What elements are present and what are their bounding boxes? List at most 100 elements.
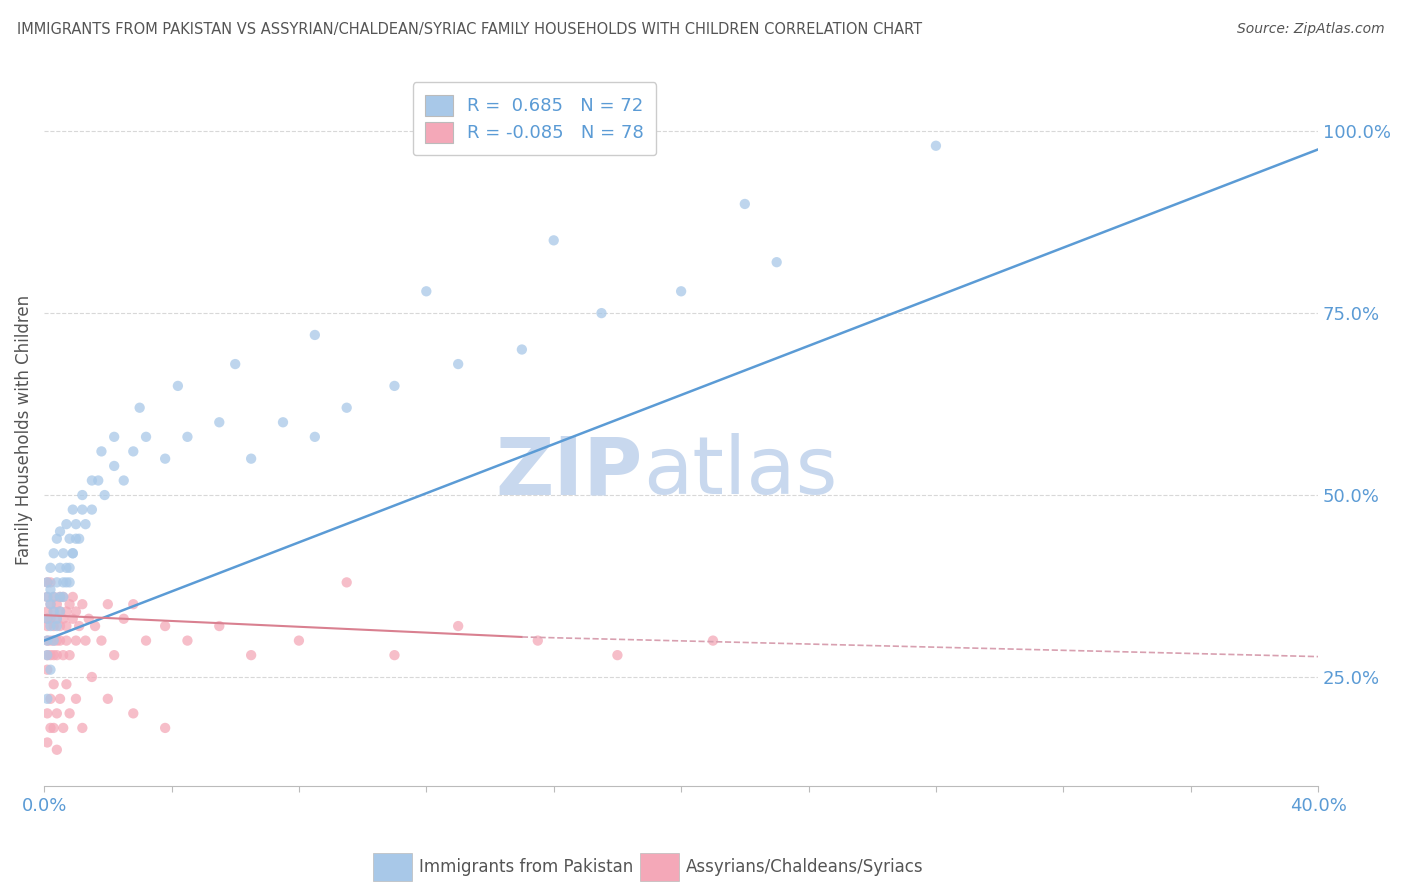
Point	[336, 401, 359, 415]
Point	[62, 590, 84, 604]
Point	[39, 721, 62, 735]
Point	[37, 612, 59, 626]
Point	[65, 517, 87, 532]
Y-axis label: Family Households with Children: Family Households with Children	[15, 294, 32, 565]
Point	[49, 561, 72, 575]
Point	[77, 612, 100, 626]
Point	[49, 619, 72, 633]
Point	[67, 619, 90, 633]
Point	[52, 575, 75, 590]
Point	[97, 597, 120, 611]
Point	[52, 546, 75, 560]
Point	[87, 474, 110, 488]
Point	[37, 633, 59, 648]
Point	[288, 633, 311, 648]
Point	[39, 633, 62, 648]
Point	[65, 633, 87, 648]
Point	[72, 721, 94, 735]
Point	[447, 357, 470, 371]
Point	[42, 619, 65, 633]
Text: IMMIGRANTS FROM PAKISTAN VS ASSYRIAN/CHALDEAN/SYRIAC FAMILY HOUSEHOLDS WITH CHIL: IMMIGRANTS FROM PAKISTAN VS ASSYRIAN/CHA…	[17, 22, 922, 37]
Point	[39, 619, 62, 633]
Point	[52, 590, 75, 604]
Point	[42, 633, 65, 648]
Point	[52, 612, 75, 626]
Point	[39, 648, 62, 662]
Point	[37, 706, 59, 721]
Point	[72, 502, 94, 516]
Point	[39, 663, 62, 677]
Point	[103, 648, 125, 662]
Point	[135, 430, 157, 444]
Point	[37, 590, 59, 604]
Text: ZIP: ZIP	[496, 434, 643, 511]
Text: Assyrians/Chaldeans/Syriacs: Assyrians/Chaldeans/Syriacs	[686, 858, 924, 876]
Point	[80, 474, 103, 488]
Text: atlas: atlas	[643, 434, 838, 511]
Point	[37, 648, 59, 662]
Point	[176, 430, 198, 444]
Point	[80, 502, 103, 516]
Text: Immigrants from Pakistan: Immigrants from Pakistan	[419, 858, 633, 876]
Point	[39, 597, 62, 611]
Point	[72, 488, 94, 502]
Point	[135, 633, 157, 648]
Point	[42, 590, 65, 604]
Point	[122, 706, 145, 721]
Point	[37, 735, 59, 749]
Point	[49, 691, 72, 706]
Point	[62, 502, 84, 516]
Point	[153, 721, 176, 735]
Point	[55, 633, 77, 648]
Point	[45, 706, 67, 721]
Point	[80, 670, 103, 684]
Point	[122, 444, 145, 458]
Point	[58, 648, 80, 662]
Point	[65, 691, 87, 706]
Point	[39, 575, 62, 590]
Point	[37, 612, 59, 626]
Point	[415, 285, 437, 299]
Point	[37, 663, 59, 677]
Point	[103, 458, 125, 473]
Point	[527, 633, 550, 648]
Point	[702, 633, 724, 648]
Point	[58, 706, 80, 721]
Point	[240, 451, 263, 466]
Point	[55, 677, 77, 691]
Point	[224, 357, 246, 371]
Point	[55, 605, 77, 619]
Point	[37, 633, 59, 648]
Point	[93, 488, 115, 502]
Point	[39, 582, 62, 597]
Point	[52, 721, 75, 735]
Point	[208, 619, 231, 633]
Point	[45, 743, 67, 757]
Point	[42, 648, 65, 662]
Point	[49, 524, 72, 539]
Point	[45, 612, 67, 626]
Point	[49, 605, 72, 619]
Point	[67, 532, 90, 546]
Point	[37, 575, 59, 590]
Point	[62, 546, 84, 560]
Point	[39, 597, 62, 611]
Point	[925, 138, 948, 153]
Point	[271, 415, 294, 429]
Point	[65, 532, 87, 546]
Point	[42, 605, 65, 619]
Point	[167, 379, 190, 393]
Point	[37, 691, 59, 706]
Point	[37, 590, 59, 604]
Point	[52, 590, 75, 604]
Point	[176, 633, 198, 648]
Point	[153, 451, 176, 466]
Point	[669, 285, 692, 299]
Point	[55, 619, 77, 633]
Point	[90, 633, 112, 648]
Point	[72, 597, 94, 611]
Point	[97, 691, 120, 706]
Point	[49, 633, 72, 648]
Point	[42, 546, 65, 560]
Point	[42, 677, 65, 691]
